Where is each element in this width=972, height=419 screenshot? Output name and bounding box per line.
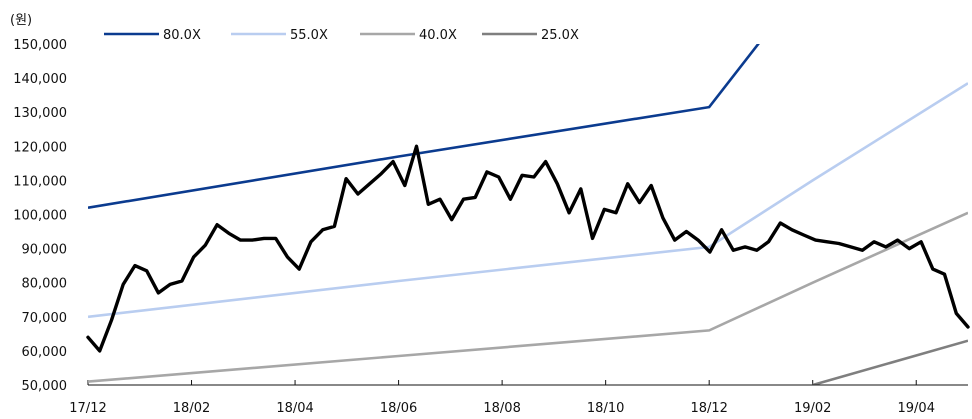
legend-label: 25.0X (541, 28, 579, 43)
y-tick-label: 110,000 (13, 174, 67, 189)
x-tick-label: 18/12 (690, 401, 727, 416)
band-line (88, 82, 968, 319)
y-tick-label: 130,000 (13, 106, 67, 121)
x-tick-label: 18/08 (483, 401, 520, 416)
x-tick-label: 19/02 (794, 401, 831, 416)
y-tick-label: 90,000 (22, 243, 68, 258)
x-tick-label: 18/02 (173, 401, 210, 416)
y-tick-label: 140,000 (13, 72, 67, 87)
y-tick-label: 120,000 (13, 140, 67, 155)
y-tick-label: 50,000 (22, 379, 68, 394)
x-tick-label: 19/04 (898, 401, 935, 416)
y-tick-label: 150,000 (13, 38, 67, 53)
band-line (812, 339, 968, 385)
y-tick-label: 80,000 (22, 277, 68, 292)
y-tick-label: 100,000 (13, 209, 67, 224)
x-tick-label: 18/06 (380, 401, 417, 416)
y-tick-label: 70,000 (22, 311, 68, 326)
x-tick-label: 18/10 (587, 401, 624, 416)
y-axis: 50,000 60,000 70,000 80,000 90,000 100,000 110… (13, 38, 67, 394)
y-axis-unit-label: (원) (10, 13, 32, 28)
price-line (86, 144, 970, 353)
legend-label: 40.0X (419, 28, 457, 43)
per-bands (88, 44, 968, 385)
legend-label: 80.0X (163, 28, 201, 43)
x-tick-label: 18/04 (276, 401, 313, 416)
legend: 80.0X 55.0X 40.0X 25.0X (104, 28, 579, 43)
band-line (88, 211, 968, 383)
x-tick-label: 17/12 (69, 401, 106, 416)
legend-label: 55.0X (290, 28, 328, 43)
band-line (88, 44, 760, 209)
y-tick-label: 60,000 (22, 345, 68, 360)
